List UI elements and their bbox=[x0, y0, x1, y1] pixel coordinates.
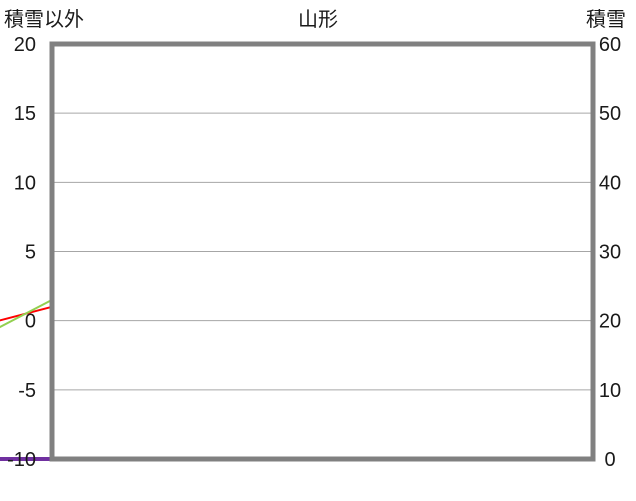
left-axis-label: 積雪以外 bbox=[4, 8, 84, 31]
right-y-tick-label: 40 bbox=[599, 172, 621, 194]
left-y-tick-label: -10 bbox=[7, 449, 36, 471]
right-y-tick-label: 10 bbox=[599, 380, 621, 402]
right-y-tick-label: 0 bbox=[604, 449, 615, 471]
left-y-tick-labels: -10 -5 0 5 10 15 20 bbox=[7, 34, 36, 471]
left-y-tick-label: -5 bbox=[18, 380, 36, 402]
right-axis-label: 積雪 bbox=[586, 8, 626, 31]
left-y-tick-label: 20 bbox=[14, 34, 36, 56]
right-y-tick-label: 20 bbox=[599, 311, 621, 333]
left-y-tick-label: 10 bbox=[14, 172, 36, 194]
left-y-tick-label: 0 bbox=[25, 311, 36, 333]
plot-area-frame bbox=[49, 41, 596, 462]
left-y-tick-label: 5 bbox=[25, 242, 36, 264]
chart-title: 山形 bbox=[298, 8, 338, 31]
right-y-tick-label: 60 bbox=[599, 34, 621, 56]
humidity_variation-line bbox=[0, 299, 53, 329]
right-y-tick-labels: 0 10 20 30 40 50 60 bbox=[599, 34, 621, 471]
right-y-tick-label: 50 bbox=[599, 103, 621, 125]
left-y-tick-label: 15 bbox=[14, 103, 36, 125]
horizontal-gridlines bbox=[52, 112, 593, 391]
right-y-tick-label: 30 bbox=[599, 242, 621, 264]
